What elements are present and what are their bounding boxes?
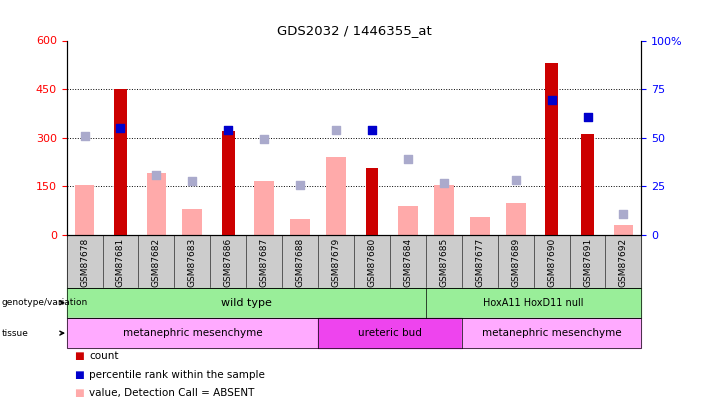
Text: wild type: wild type bbox=[221, 298, 272, 308]
Bar bbox=[254, 181, 274, 235]
Text: percentile rank within the sample: percentile rank within the sample bbox=[89, 370, 265, 379]
Bar bbox=[290, 219, 310, 235]
Bar bbox=[470, 217, 489, 235]
Point bbox=[582, 113, 593, 120]
Point bbox=[151, 172, 162, 178]
Point bbox=[402, 156, 414, 162]
Bar bbox=[75, 185, 95, 235]
Text: ureteric bud: ureteric bud bbox=[358, 328, 422, 338]
Point bbox=[618, 211, 629, 217]
Text: tissue: tissue bbox=[1, 328, 28, 338]
Bar bbox=[581, 134, 594, 235]
Bar bbox=[434, 185, 454, 235]
Text: metanephric mesenchyme: metanephric mesenchyme bbox=[123, 328, 262, 338]
Text: HoxA11 HoxD11 null: HoxA11 HoxD11 null bbox=[484, 298, 584, 308]
Point bbox=[115, 125, 126, 131]
Bar bbox=[147, 173, 166, 235]
Bar bbox=[114, 89, 127, 235]
Text: genotype/variation: genotype/variation bbox=[1, 298, 88, 307]
Point bbox=[186, 178, 198, 185]
Bar bbox=[545, 63, 558, 235]
Point bbox=[510, 177, 522, 183]
Point bbox=[294, 181, 306, 188]
Bar bbox=[326, 157, 346, 235]
Bar bbox=[613, 225, 633, 235]
Text: metanephric mesenchyme: metanephric mesenchyme bbox=[482, 328, 621, 338]
Bar bbox=[506, 202, 526, 235]
Text: ■: ■ bbox=[74, 388, 83, 398]
Bar bbox=[366, 168, 379, 235]
Point bbox=[546, 97, 557, 104]
Bar bbox=[398, 206, 418, 235]
Text: ■: ■ bbox=[74, 370, 83, 379]
Bar bbox=[182, 209, 202, 235]
Text: value, Detection Call = ABSENT: value, Detection Call = ABSENT bbox=[89, 388, 254, 398]
Text: ■: ■ bbox=[74, 352, 83, 361]
Point bbox=[259, 136, 270, 143]
Text: count: count bbox=[89, 352, 118, 361]
Point bbox=[367, 126, 378, 133]
Point bbox=[330, 126, 341, 133]
Bar bbox=[222, 131, 235, 235]
Point bbox=[223, 126, 234, 133]
Point bbox=[79, 133, 90, 139]
Title: GDS2032 / 1446355_at: GDS2032 / 1446355_at bbox=[277, 23, 431, 36]
Point bbox=[438, 180, 449, 186]
